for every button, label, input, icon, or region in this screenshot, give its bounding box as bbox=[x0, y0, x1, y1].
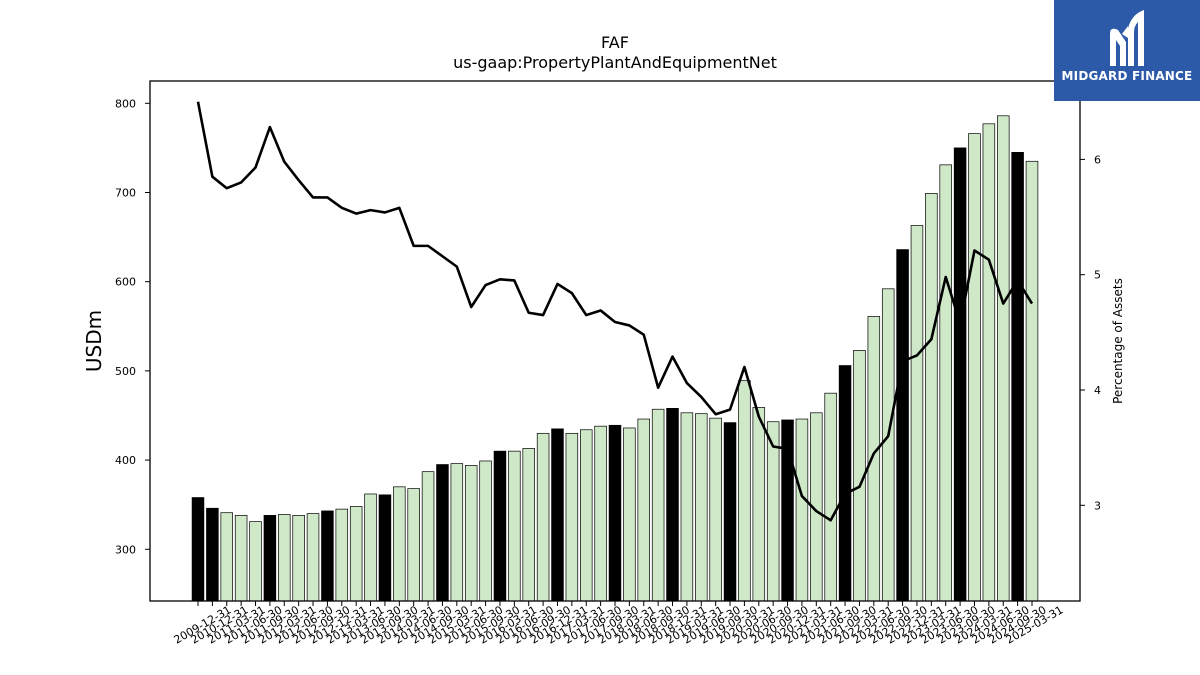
y-right-tick-label-6: 6 bbox=[1094, 153, 1101, 166]
chart-subtitle: us-gaap:PropertyPlantAndEquipmentNet bbox=[453, 53, 777, 72]
bar-2022-12-31 bbox=[939, 164, 952, 602]
bar-2020-06-30 bbox=[795, 418, 809, 602]
bar-2015-12-31 bbox=[536, 432, 550, 602]
bar-2011-03-31 bbox=[263, 515, 277, 602]
bar-2011-09-30 bbox=[292, 515, 305, 602]
bar-2019-09-30 bbox=[752, 407, 766, 602]
bar-2016-03-31 bbox=[551, 428, 564, 602]
y-right-tick-label-3: 3 bbox=[1094, 499, 1101, 512]
y-right-tick-label-5: 5 bbox=[1094, 269, 1101, 282]
bar-2013-06-30 bbox=[393, 486, 406, 602]
midgard-m-icon bbox=[1110, 10, 1144, 67]
bar-2011-06-30 bbox=[278, 514, 291, 602]
bar-2023-06-30 bbox=[968, 133, 981, 602]
bar-2012-12-31 bbox=[364, 493, 377, 602]
bar-2024-06-30 bbox=[1025, 160, 1039, 602]
bar-2012-06-30 bbox=[335, 508, 349, 602]
bar-2018-12-31 bbox=[709, 417, 722, 602]
bar-2014-06-30 bbox=[450, 463, 464, 602]
bar-2010-09-30 bbox=[234, 515, 248, 602]
bar-2013-12-31 bbox=[421, 471, 435, 602]
y-tick-label-600: 600 bbox=[115, 276, 136, 289]
bar-2019-03-31 bbox=[723, 422, 737, 602]
bar-2017-12-31 bbox=[651, 408, 665, 602]
bar-2013-09-30 bbox=[407, 488, 420, 602]
y-tick-label-700: 700 bbox=[115, 186, 136, 199]
bar-2022-06-30 bbox=[910, 225, 924, 602]
bar-2019-12-31 bbox=[766, 421, 780, 602]
bar-2010-06-30 bbox=[220, 512, 234, 602]
bar-2021-03-31 bbox=[838, 365, 852, 602]
bar-2022-09-30 bbox=[925, 193, 938, 602]
left-axis-ticks: 300 400 500 600 700 800 bbox=[115, 97, 150, 556]
right-axis-ticks: 3 4 5 6 bbox=[1080, 153, 1101, 512]
y-tick-label-500: 500 bbox=[115, 365, 136, 378]
chart-title: FAF bbox=[601, 33, 629, 52]
bar-2016-06-30 bbox=[565, 432, 579, 602]
bar-2018-03-31 bbox=[666, 407, 679, 602]
bar-2023-12-31 bbox=[996, 115, 1010, 602]
bar-2014-12-31 bbox=[479, 460, 492, 602]
bar-2017-06-30 bbox=[623, 427, 636, 602]
bar-2015-06-30 bbox=[508, 450, 521, 602]
bar-2013-03-31 bbox=[378, 494, 392, 602]
plot-frame bbox=[149, 80, 1081, 602]
y-axis-label-left: USDm bbox=[82, 310, 106, 372]
bar-2017-09-30 bbox=[637, 418, 650, 602]
y-tick-label-800: 800 bbox=[115, 97, 136, 110]
y-tick-label-300: 300 bbox=[115, 543, 136, 556]
bar-2018-09-30 bbox=[695, 413, 708, 602]
midgard-finance-logo: MIDGARD FINANCE bbox=[1054, 0, 1200, 101]
bar-2015-09-30 bbox=[522, 448, 535, 602]
bar-2010-03-31 bbox=[206, 507, 219, 602]
bar-2021-09-30 bbox=[867, 316, 881, 602]
y-axis-label-right: Percentage of Assets bbox=[1111, 278, 1125, 404]
bar-2022-03-31 bbox=[896, 249, 909, 602]
bar-2015-03-31 bbox=[493, 450, 507, 602]
bar-2012-09-30 bbox=[349, 506, 363, 602]
bar-2021-12-31 bbox=[881, 288, 895, 602]
bar-2012-03-31 bbox=[321, 510, 334, 602]
x-axis-ticks: 2009-12-312010-12-312011-03-312011-06-30… bbox=[172, 601, 1066, 647]
logo-text: MIDGARD FINANCE bbox=[1061, 69, 1193, 83]
bar-2023-09-30 bbox=[982, 123, 996, 602]
line-group bbox=[196, 101, 1034, 522]
bar-2018-06-30 bbox=[680, 412, 694, 602]
bar-2016-12-31 bbox=[594, 425, 607, 602]
y-right-tick-label-4: 4 bbox=[1094, 384, 1101, 397]
bar-2023-03-31 bbox=[953, 147, 967, 602]
bar-2009-12-31 bbox=[191, 497, 205, 602]
percentage-of-assets-line bbox=[196, 101, 1034, 522]
bar-2011-12-31 bbox=[306, 513, 320, 602]
bar-2010-12-31 bbox=[249, 521, 262, 602]
bar-2014-03-31 bbox=[436, 464, 449, 602]
bar-2024-03-31 bbox=[1011, 152, 1024, 602]
bar-2017-03-31 bbox=[608, 424, 622, 602]
bar-2016-09-30 bbox=[579, 429, 593, 602]
y-tick-label-400: 400 bbox=[115, 454, 136, 467]
bar-2020-12-31 bbox=[824, 392, 837, 602]
bar-group bbox=[191, 115, 1039, 602]
bar-2019-06-30 bbox=[738, 380, 751, 602]
bar-2014-09-30 bbox=[464, 465, 478, 602]
